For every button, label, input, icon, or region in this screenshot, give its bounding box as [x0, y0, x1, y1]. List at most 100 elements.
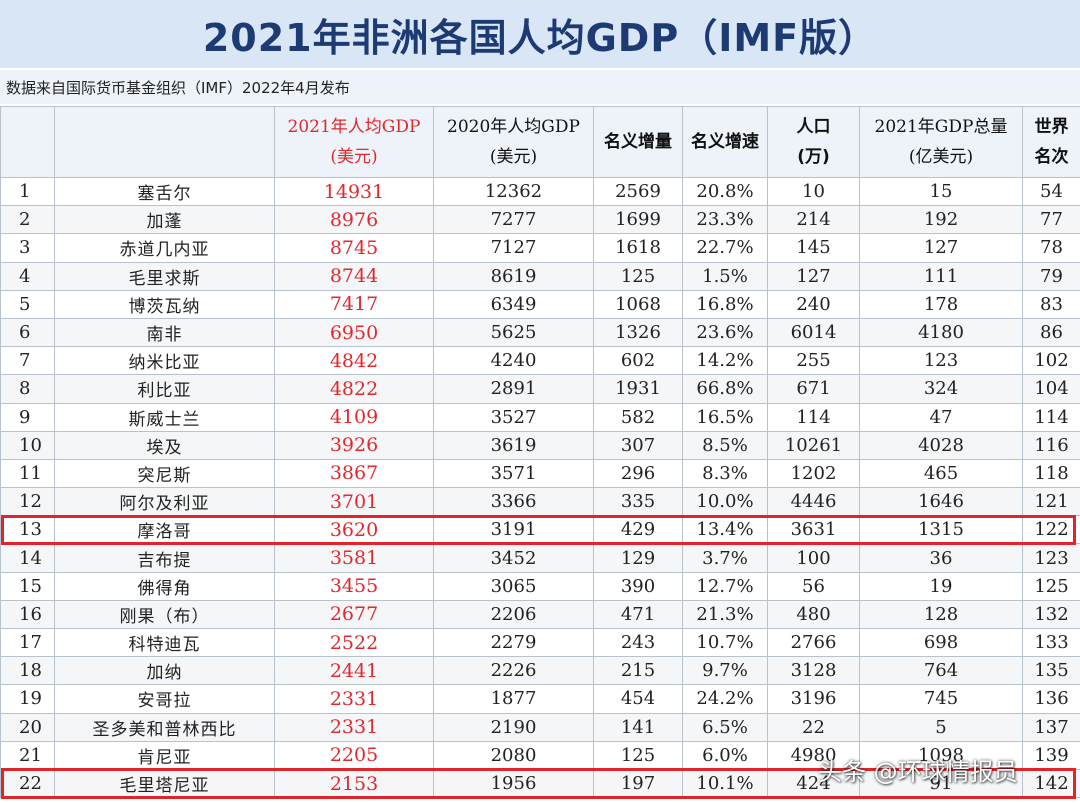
cell-population: 56 — [767, 571, 860, 601]
cell-gdp-2021: 3701 — [274, 487, 434, 517]
cell-world-rank: 77 — [1022, 205, 1080, 235]
col-header-world-rank-line1: 世界 — [1034, 117, 1069, 137]
col-header-gdp-2021-line1: 2021年人均GDP — [287, 117, 421, 137]
cell-growth: 16.5% — [682, 402, 768, 432]
table-row: 18 加纳 2441 2226 215 9.7% 3128 764 135 — [0, 656, 1080, 686]
cell-increment: 1326 — [593, 317, 683, 348]
cell-increment: 335 — [593, 487, 683, 517]
cell-rank: 17 — [0, 627, 55, 658]
cell-population: 671 — [767, 374, 860, 404]
cell-population: 100 — [767, 543, 860, 573]
cell-rank: 14 — [0, 543, 55, 573]
table-row: 15 佛得角 3455 3065 390 12.7% 56 19 125 — [0, 571, 1080, 601]
cell-population: 424 — [767, 768, 860, 799]
cell-gdp-2021: 3455 — [274, 571, 434, 601]
table-row: 3 赤道几内亚 8745 7127 1618 22.7% 145 127 78 — [0, 233, 1080, 263]
cell-rank: 2 — [0, 205, 55, 235]
cell-gdp-total: 192 — [859, 205, 1023, 235]
cell-world-rank: 135 — [1022, 656, 1080, 686]
cell-rank: 21 — [0, 740, 55, 770]
cell-increment: 307 — [593, 430, 683, 460]
cell-gdp-2021: 2331 — [274, 684, 434, 714]
cell-gdp-2020: 8619 — [433, 261, 594, 291]
cell-population: 10261 — [767, 430, 860, 460]
cell-rank: 6 — [0, 317, 55, 348]
cell-world-rank: 139 — [1022, 740, 1080, 770]
cell-rank: 22 — [0, 768, 55, 799]
table-row: 22 毛里塔尼亚 2153 1956 197 10.1% 424 91 142 — [0, 768, 1080, 799]
table-row: 11 突尼斯 3867 3571 296 8.3% 1202 465 118 — [0, 458, 1080, 489]
col-header-gdp-total-line1: 2021年GDP总量 — [874, 117, 1008, 137]
page-title: 2021年非洲各国人均GDP（IMF版） — [0, 0, 1080, 68]
cell-increment: 390 — [593, 571, 683, 601]
cell-gdp-2021: 4822 — [274, 374, 434, 404]
cell-gdp-2020: 3571 — [433, 458, 594, 489]
cell-rank: 7 — [0, 346, 55, 376]
cell-population: 4446 — [767, 487, 860, 517]
cell-growth: 23.6% — [682, 317, 768, 348]
cell-world-rank: 104 — [1022, 374, 1080, 404]
cell-rank: 19 — [0, 684, 55, 714]
cell-gdp-total: 465 — [859, 458, 1023, 489]
cell-gdp-2020: 1877 — [433, 684, 594, 714]
cell-rank: 12 — [0, 487, 55, 517]
cell-growth: 23.3% — [682, 205, 768, 235]
cell-growth: 22.7% — [682, 233, 768, 263]
cell-rank: 9 — [0, 402, 55, 432]
cell-gdp-2020: 12362 — [433, 176, 594, 207]
cell-gdp-total: 5 — [859, 712, 1023, 742]
cell-gdp-total: 4180 — [859, 317, 1023, 348]
cell-gdp-2020: 2279 — [433, 627, 594, 658]
table-row: 19 安哥拉 2331 1877 454 24.2% 3196 745 136 — [0, 684, 1080, 714]
cell-gdp-total: 745 — [859, 684, 1023, 714]
cell-gdp-2021: 6950 — [274, 317, 434, 348]
cell-country: 利比亚 — [54, 374, 275, 404]
cell-gdp-2021: 3581 — [274, 543, 434, 573]
cell-gdp-2021: 8744 — [274, 261, 434, 291]
cell-increment: 582 — [593, 402, 683, 432]
cell-country: 佛得角 — [54, 571, 275, 601]
cell-gdp-2020: 7127 — [433, 233, 594, 263]
cell-growth: 1.5% — [682, 261, 768, 291]
cell-world-rank: 123 — [1022, 543, 1080, 573]
cell-gdp-2020: 4240 — [433, 346, 594, 376]
col-header-gdp-2021-line2: (美元) — [330, 147, 378, 167]
col-header-population-line1: 人口 — [796, 117, 831, 137]
cell-gdp-total: 15 — [859, 176, 1023, 207]
cell-rank: 18 — [0, 656, 55, 686]
cell-gdp-total: 764 — [859, 656, 1023, 686]
cell-rank: 4 — [0, 261, 55, 291]
cell-gdp-2020: 6349 — [433, 289, 594, 319]
cell-gdp-2021: 14931 — [274, 176, 434, 207]
cell-rank: 3 — [0, 233, 55, 263]
cell-increment: 471 — [593, 599, 683, 630]
cell-gdp-2020: 3452 — [433, 543, 594, 573]
cell-increment: 197 — [593, 768, 683, 799]
cell-growth: 8.5% — [682, 430, 768, 460]
cell-gdp-total: 36 — [859, 543, 1023, 573]
cell-country: 圣多美和普林西比 — [54, 712, 275, 742]
table-row: 10 埃及 3926 3619 307 8.5% 10261 4028 116 — [0, 430, 1080, 460]
cell-increment: 129 — [593, 543, 683, 573]
table-row: 8 利比亚 4822 2891 1931 66.8% 671 324 104 — [0, 374, 1080, 404]
cell-increment: 141 — [593, 712, 683, 742]
cell-gdp-total: 91 — [859, 768, 1023, 799]
cell-gdp-2021: 2441 — [274, 656, 434, 686]
table-row: 4 毛里求斯 8744 8619 125 1.5% 127 111 79 — [0, 261, 1080, 291]
cell-world-rank: 102 — [1022, 346, 1080, 376]
watermark: 头条 @环球情报员 — [818, 758, 1018, 786]
cell-growth: 13.4% — [682, 515, 768, 545]
cell-gdp-2021: 4842 — [274, 346, 434, 376]
cell-world-rank: 133 — [1022, 627, 1080, 658]
cell-gdp-total: 1098 — [859, 740, 1023, 770]
cell-country: 纳米比亚 — [54, 346, 275, 376]
cell-increment: 243 — [593, 627, 683, 658]
cell-world-rank: 116 — [1022, 430, 1080, 460]
cell-population: 214 — [767, 205, 860, 235]
cell-world-rank: 122 — [1022, 515, 1080, 545]
cell-gdp-total: 698 — [859, 627, 1023, 658]
cell-growth: 14.2% — [682, 346, 768, 376]
cell-gdp-2020: 1956 — [433, 768, 594, 799]
cell-increment: 454 — [593, 684, 683, 714]
cell-world-rank: 137 — [1022, 712, 1080, 742]
